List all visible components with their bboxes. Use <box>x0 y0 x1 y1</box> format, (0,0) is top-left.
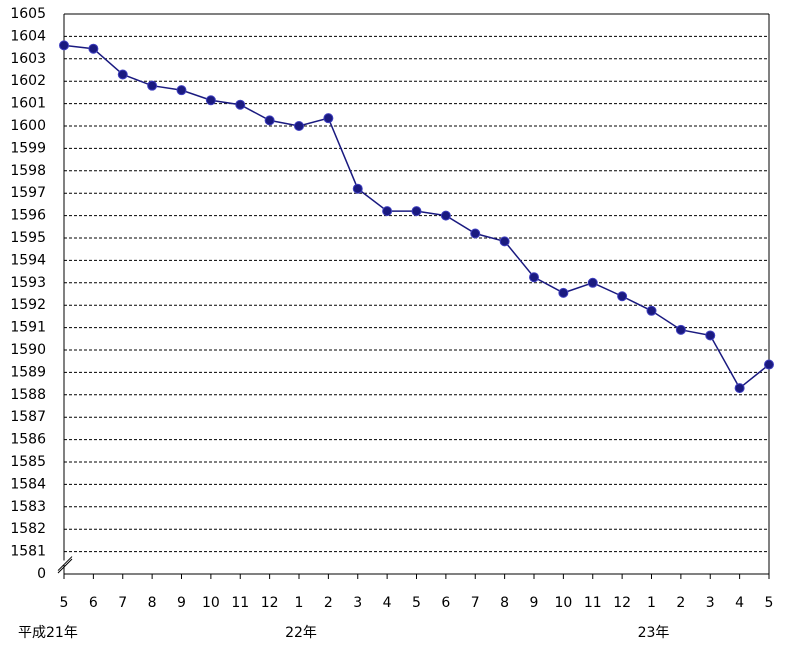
data-marker <box>411 206 422 217</box>
data-marker <box>323 113 334 124</box>
y-tick-label: 1604 <box>10 28 46 44</box>
data-line <box>63 44 770 390</box>
x-tick-label: 5 <box>60 595 69 611</box>
y-tick-label: 1603 <box>10 51 46 67</box>
x-tick-label: 4 <box>735 595 744 611</box>
x-tick-label: 3 <box>353 595 362 611</box>
data-marker <box>734 383 745 394</box>
y-tick-label: 1581 <box>10 544 46 560</box>
y-tick-label: 1594 <box>10 252 46 268</box>
y-tick-label: 1593 <box>10 275 46 291</box>
data-marker <box>587 277 598 288</box>
y-tick-label: 1592 <box>10 297 46 313</box>
x-tick-label: 10 <box>554 595 572 611</box>
x-tick-label: 9 <box>177 595 186 611</box>
y-tick-label: 1589 <box>10 364 46 380</box>
data-marker <box>147 80 158 91</box>
y-tick-label: 1601 <box>10 96 46 112</box>
data-marker <box>382 206 393 217</box>
y-tick-label: 1585 <box>10 454 46 470</box>
x-tick-label: 6 <box>89 595 98 611</box>
x-tick-label: 12 <box>613 595 631 611</box>
x-tick-label: 1 <box>647 595 656 611</box>
data-marker <box>235 99 246 110</box>
x-tick-label: 11 <box>584 595 602 611</box>
year-label: 22年 <box>285 625 317 641</box>
y-tick-label: 1588 <box>10 387 46 403</box>
data-marker <box>470 228 481 239</box>
y-tick-label: 0 <box>37 566 46 582</box>
axis-break <box>57 556 73 571</box>
data-marker <box>176 85 187 96</box>
y-tick-label: 1590 <box>10 342 46 358</box>
data-marker <box>705 330 716 341</box>
x-tick-label: 11 <box>231 595 249 611</box>
y-tick-label: 1587 <box>10 409 46 425</box>
x-tick-label: 8 <box>148 595 157 611</box>
data-marker <box>617 291 628 302</box>
x-tick-label: 2 <box>676 595 685 611</box>
x-tick-label: 4 <box>383 595 392 611</box>
y-tick-label: 1600 <box>10 118 46 134</box>
x-tick-label: 12 <box>261 595 279 611</box>
data-marker <box>675 324 686 335</box>
x-tick-label: 9 <box>530 595 539 611</box>
axis-break <box>57 558 73 574</box>
data-marker <box>529 272 539 283</box>
y-tick-label: 1595 <box>10 230 46 246</box>
x-tick-label: 1 <box>295 595 304 611</box>
data-marker <box>764 359 774 370</box>
y-tick-label: 1596 <box>10 208 46 224</box>
data-marker <box>294 121 304 131</box>
y-tick-label: 1586 <box>10 432 46 448</box>
data-marker <box>205 95 216 106</box>
x-tick-label: 5 <box>412 595 421 611</box>
year-label: 23年 <box>638 625 670 641</box>
y-tick-label: 1599 <box>10 140 46 156</box>
x-tick-label: 6 <box>441 595 450 611</box>
x-tick-label: 10 <box>202 595 220 611</box>
y-tick-label: 1591 <box>10 320 46 336</box>
data-marker <box>499 236 510 247</box>
y-tick-label: 1597 <box>10 185 46 201</box>
y-tick-label: 1582 <box>10 521 46 537</box>
y-tick-label: 1598 <box>10 163 46 179</box>
data-marker <box>440 210 451 221</box>
data-marker <box>88 43 99 54</box>
x-tick-label: 2 <box>324 595 333 611</box>
y-tick-label: 1605 <box>10 6 46 22</box>
x-tick-label: 3 <box>706 595 715 611</box>
x-tick-label: 7 <box>471 595 480 611</box>
data-marker <box>59 40 69 51</box>
data-marker <box>117 69 128 80</box>
y-tick-label: 1584 <box>10 476 46 492</box>
data-marker <box>558 287 569 298</box>
x-tick-label: 5 <box>765 595 774 611</box>
x-tick-label: 7 <box>118 595 127 611</box>
y-tick-label: 1583 <box>10 499 46 515</box>
data-marker <box>646 305 657 316</box>
data-marker <box>264 115 275 126</box>
x-tick-label: 8 <box>500 595 509 611</box>
year-label: 平成21年 <box>18 625 78 641</box>
data-marker <box>352 183 363 194</box>
y-tick-label: 1602 <box>10 73 46 89</box>
